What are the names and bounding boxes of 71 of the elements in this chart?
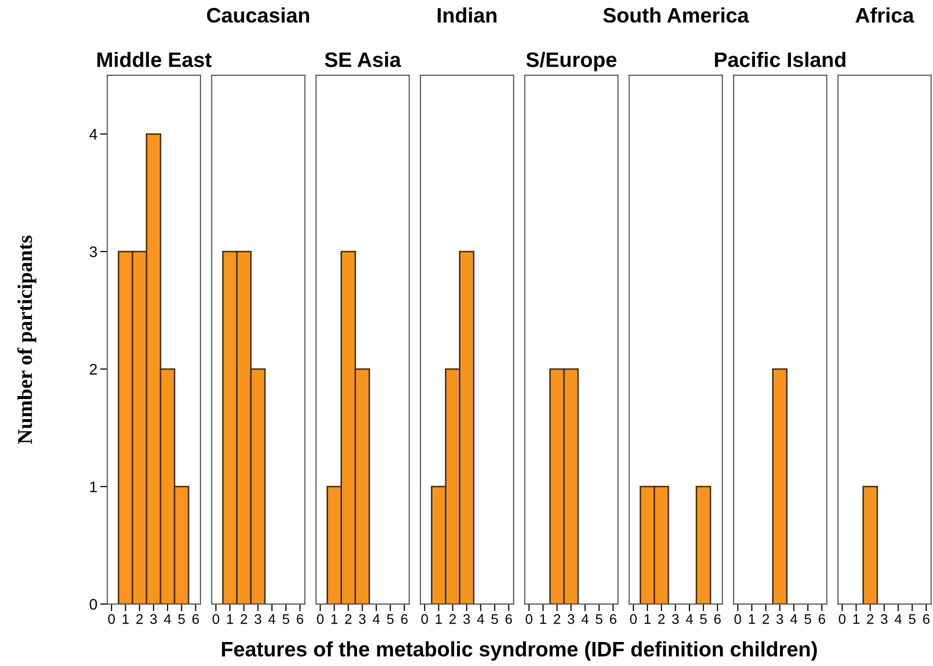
x-tick-label: 0 bbox=[212, 614, 220, 624]
x-tick-label: 2 bbox=[867, 614, 874, 624]
x-tick-label: 4 bbox=[894, 614, 902, 624]
x-tick-label: 4 bbox=[477, 614, 484, 624]
chart-title: Pacific Island bbox=[714, 52, 846, 68]
y-tick-label: 0 bbox=[90, 598, 97, 610]
chart-title: S/Europe bbox=[526, 52, 616, 72]
x-tick-label: 5 bbox=[282, 614, 290, 624]
x-tick-label: 6 bbox=[401, 614, 408, 624]
x-tick-label: 0 bbox=[838, 614, 846, 624]
x-tick-label: 1 bbox=[853, 614, 860, 624]
x-tick-label: 2 bbox=[240, 614, 248, 624]
x-tick-label: 3 bbox=[358, 614, 366, 624]
y-axis-title: Number of participants bbox=[17, 236, 36, 444]
x-tick-label: 1 bbox=[331, 614, 338, 624]
x-tick-label: 3 bbox=[776, 614, 784, 624]
x-tick-label: 4 bbox=[686, 614, 693, 624]
x-tick-label: 6 bbox=[506, 614, 512, 624]
x-tick-label: 2 bbox=[762, 614, 769, 624]
x-tick-label: 3 bbox=[672, 614, 679, 624]
x-tick-label: 3 bbox=[568, 614, 574, 624]
x-tick-label: 6 bbox=[192, 614, 199, 624]
chart-title: Caucasian bbox=[207, 7, 310, 23]
x-tick-label: 2 bbox=[554, 614, 560, 624]
x-tick-label: 0 bbox=[108, 614, 115, 624]
x-tick-label: 5 bbox=[387, 614, 394, 624]
x-tick-label: 6 bbox=[818, 614, 826, 624]
x-tick-label: 6 bbox=[296, 614, 304, 624]
x-tick-label: 3 bbox=[463, 614, 470, 624]
chart-title: SE Asia bbox=[324, 52, 402, 68]
x-tick-label: 0 bbox=[526, 614, 532, 624]
x-tick-label: 5 bbox=[700, 614, 707, 624]
x-tick-label: 4 bbox=[372, 614, 380, 624]
x-tick-label: 5 bbox=[596, 614, 602, 624]
y-tick-label: 3 bbox=[90, 246, 97, 258]
x-tick-label: 0 bbox=[734, 614, 742, 624]
x-tick-label: 1 bbox=[436, 614, 442, 624]
x-tick-label: 4 bbox=[268, 614, 276, 624]
x-tick-label: 2 bbox=[658, 614, 665, 624]
x-tick-label: 1 bbox=[122, 614, 129, 624]
x-tick-label: 4 bbox=[164, 614, 172, 624]
x-tick-label: 5 bbox=[908, 614, 916, 624]
x-tick-label: 2 bbox=[345, 614, 352, 624]
x-tick-label: 1 bbox=[227, 614, 234, 624]
x-tick-label: 6 bbox=[610, 614, 616, 624]
x-tick-label: 6 bbox=[923, 614, 930, 624]
x-tick-label: 1 bbox=[540, 614, 546, 624]
x-tick-label: 6 bbox=[714, 614, 721, 624]
x-tick-label: 5 bbox=[804, 614, 812, 624]
x-tick-label: 3 bbox=[880, 614, 888, 624]
y-tick-label: 2 bbox=[90, 364, 97, 375]
x-tick-label: 0 bbox=[630, 614, 637, 624]
x-tick-label: 4 bbox=[582, 614, 589, 624]
x-tick-label: 2 bbox=[450, 614, 456, 624]
y-tick-label: 4 bbox=[89, 129, 98, 140]
chart-title: Africa bbox=[856, 7, 914, 23]
x-tick-label: 2 bbox=[136, 614, 143, 624]
x-tick-label: 1 bbox=[748, 614, 755, 624]
chart-title: South America bbox=[603, 7, 750, 23]
x-tick-label: 4 bbox=[790, 614, 798, 624]
x-tick-label: 3 bbox=[254, 614, 262, 624]
x-tick-label: 5 bbox=[178, 614, 185, 624]
x-tick-label: 3 bbox=[150, 614, 157, 624]
x-axis-title: Features of the metabolic syndrome (IDF definition children) bbox=[222, 641, 817, 661]
chart-title: Middle East bbox=[97, 52, 212, 68]
x-tick-label: 5 bbox=[491, 614, 498, 624]
chart-title: Indian bbox=[438, 7, 496, 23]
x-tick-label: 1 bbox=[644, 614, 651, 624]
y-tick-label: 1 bbox=[90, 482, 97, 492]
x-tick-label: 0 bbox=[421, 614, 428, 624]
x-tick-label: 0 bbox=[316, 614, 324, 624]
